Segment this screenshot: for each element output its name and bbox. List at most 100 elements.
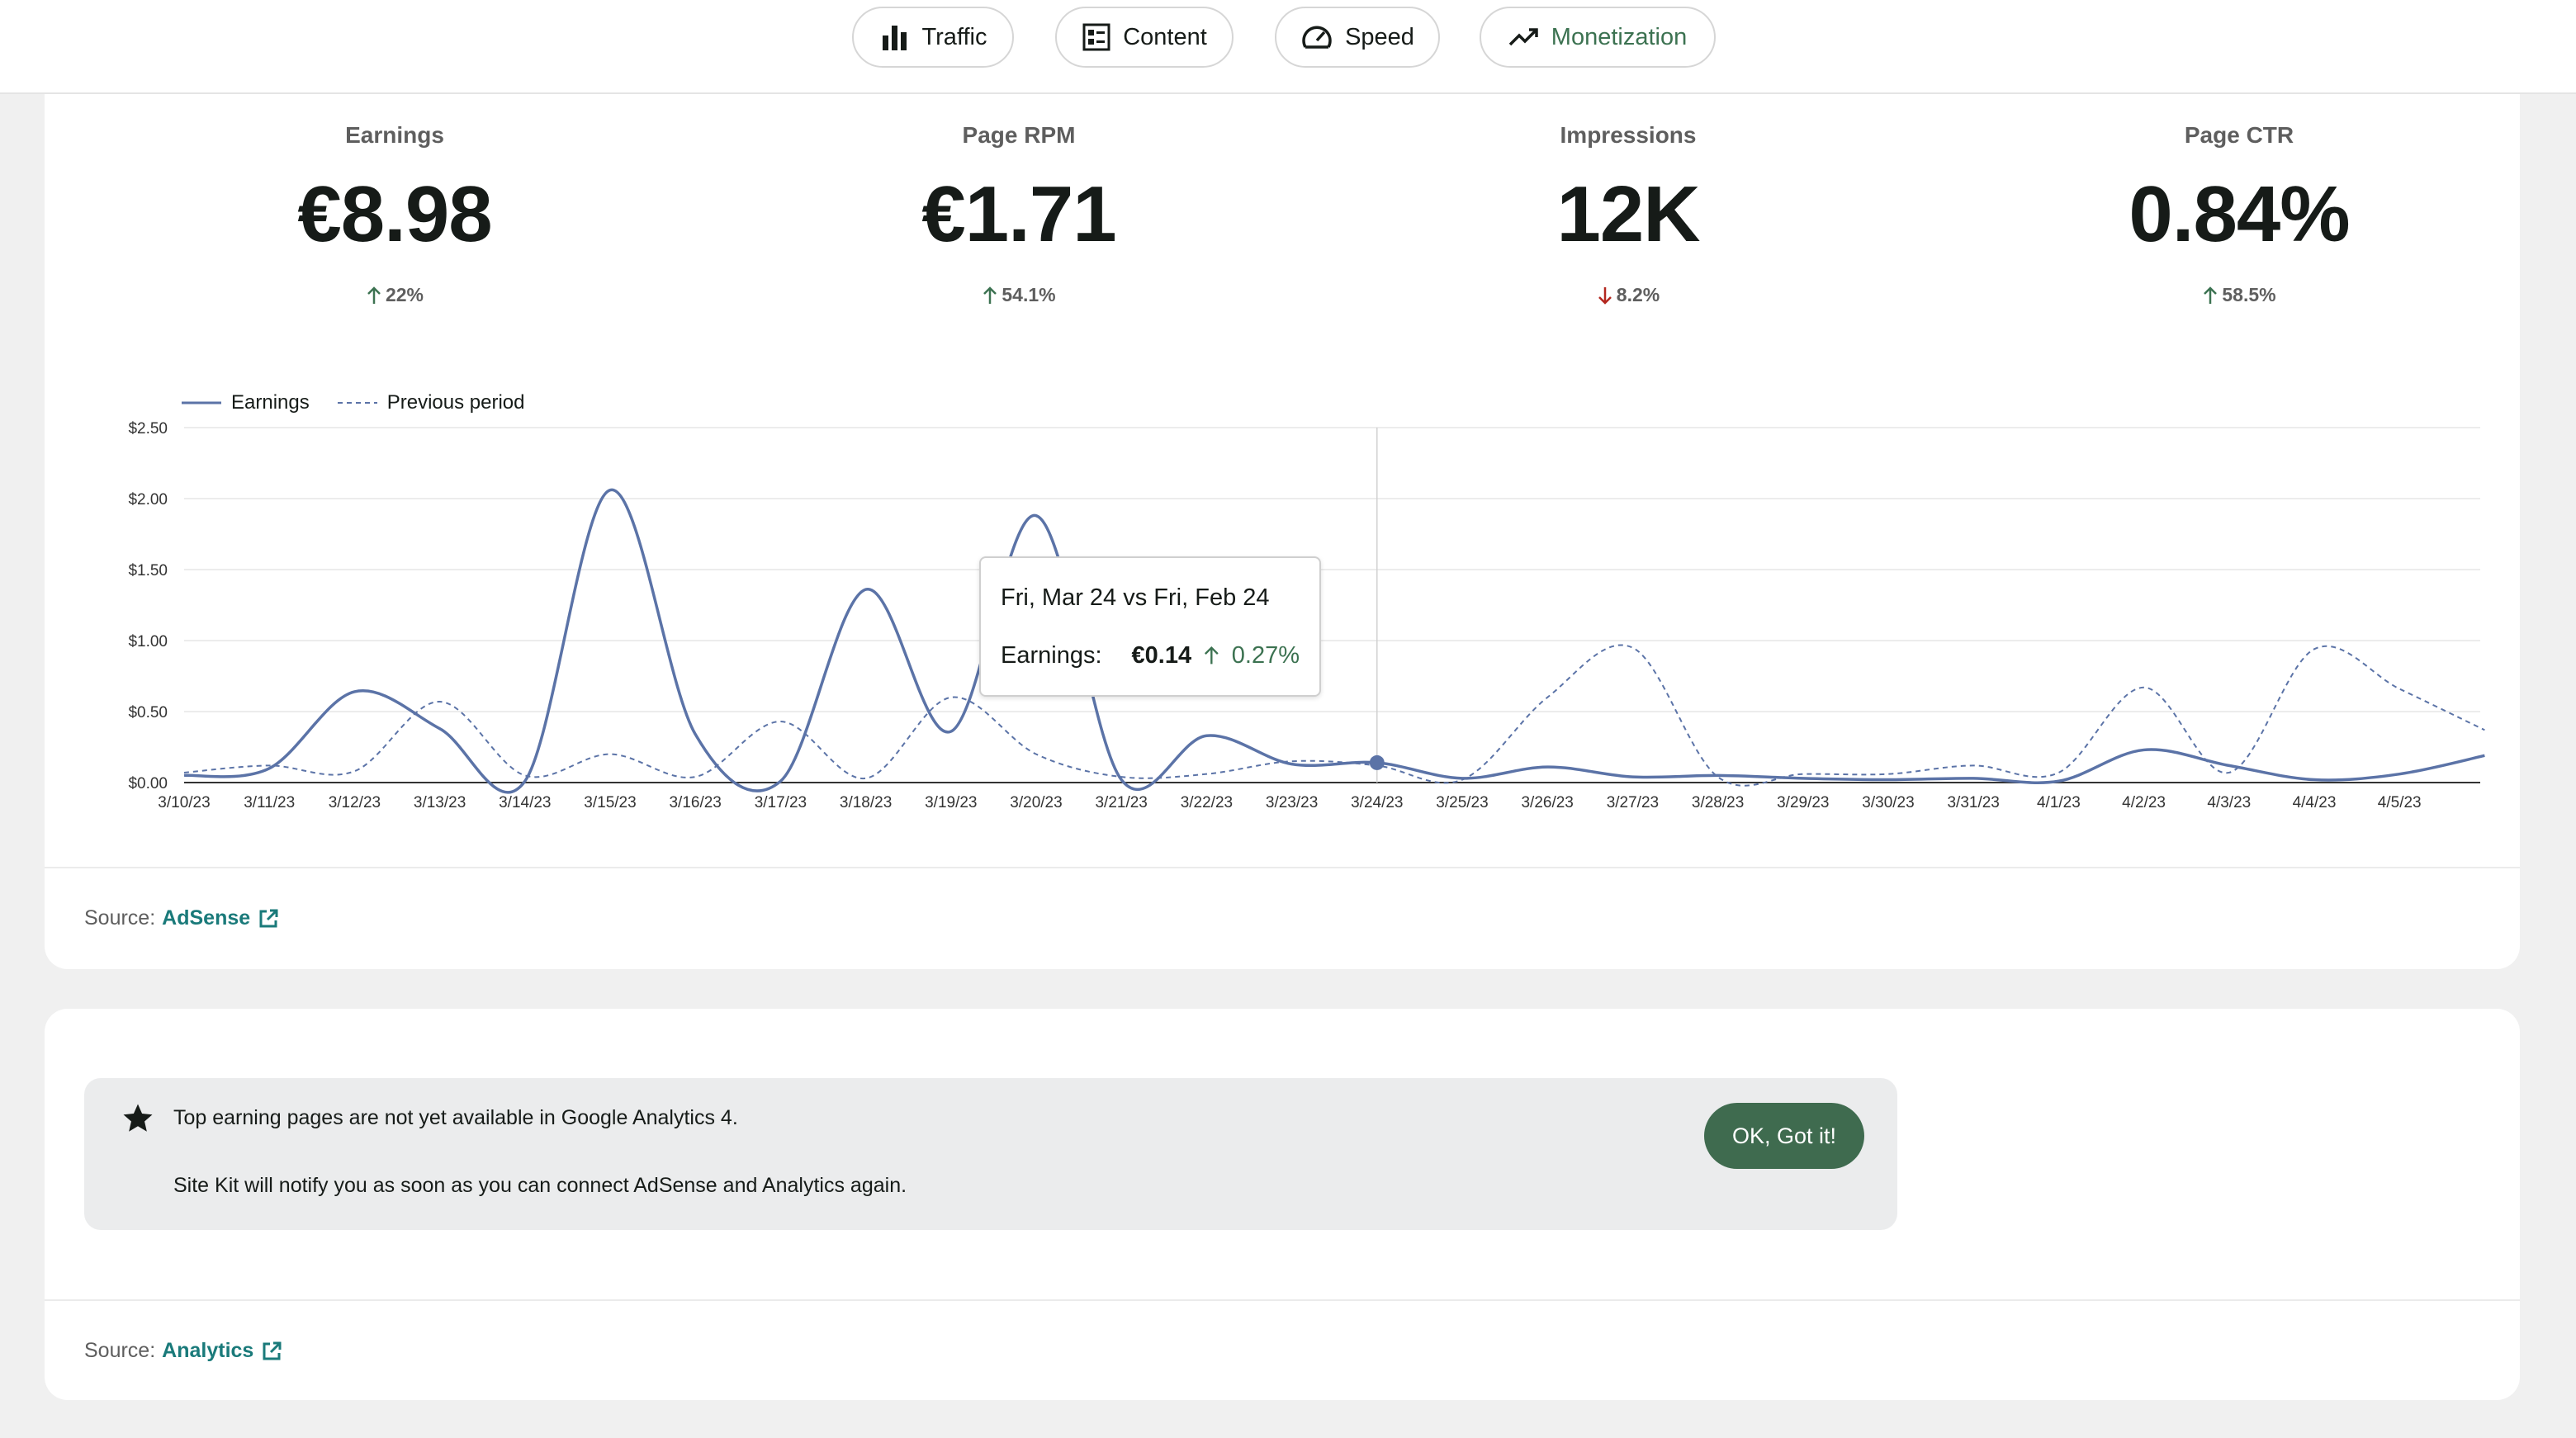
source-link-adsense[interactable]: AdSense bbox=[162, 906, 251, 929]
tab-content-label: Content bbox=[1123, 23, 1207, 50]
chart-tooltip: Fri, Mar 24 vs Fri, Feb 24 Earnings: €0.… bbox=[979, 556, 1321, 697]
tab-speed-label: Speed bbox=[1345, 23, 1414, 50]
metric-value: €8.98 bbox=[297, 170, 492, 258]
arrow-up-icon bbox=[1205, 646, 1219, 665]
x-tick-label: 3/12/23 bbox=[329, 794, 381, 811]
x-tick-label: 3/30/23 bbox=[1862, 794, 1914, 811]
legend-item-earnings: Earnings bbox=[231, 391, 310, 414]
x-tick-label: 3/22/23 bbox=[1181, 794, 1233, 811]
metric-label: Page RPM bbox=[962, 122, 1076, 148]
arrow-up-icon bbox=[367, 286, 381, 304]
x-tick-label: 3/18/23 bbox=[840, 794, 892, 811]
x-tick-label: 4/3/23 bbox=[2207, 794, 2251, 811]
metric-change: 54.1% bbox=[705, 284, 1333, 306]
ok-got-it-button[interactable]: OK, Got it! bbox=[1704, 1103, 1864, 1169]
tab-monetization[interactable]: Monetization bbox=[1480, 7, 1716, 68]
tooltip-change: 0.27% bbox=[1231, 641, 1300, 669]
notice-message: Top earning pages are not yet available … bbox=[173, 1106, 738, 1129]
chart-legend: Earnings Previous period bbox=[182, 391, 525, 414]
x-tick-label: 3/25/23 bbox=[1436, 794, 1488, 811]
trending-up-icon bbox=[1508, 28, 1538, 46]
metric-earnings: Earnings €8.98 22% bbox=[81, 117, 708, 306]
x-tick-label: 3/17/23 bbox=[755, 794, 807, 811]
tab-traffic-label: Traffic bbox=[921, 23, 987, 50]
metric-change-value: 58.5% bbox=[2222, 284, 2276, 305]
top-earning-pages-card: Top earning pages are not yet available … bbox=[45, 1009, 2520, 1400]
monetization-card: Earnings €8.98 22% Page RPM €1.71 54.1% … bbox=[45, 94, 2520, 969]
x-tick-label: 3/23/23 bbox=[1266, 794, 1318, 811]
legend-item-previous-period: Previous period bbox=[386, 391, 525, 414]
metric-change-value: 8.2% bbox=[1616, 284, 1660, 305]
x-tick-label: 3/16/23 bbox=[669, 794, 721, 811]
metric-change-value: 22% bbox=[385, 284, 424, 305]
tab-traffic[interactable]: Traffic bbox=[852, 7, 1014, 68]
chart-svg: $0.00 $0.50 $1.00 $1.50 $2.00 $2.50 3/10/23 3/1… bbox=[128, 420, 2485, 811]
tooltip-title: Fri, Mar 24 vs Fri, Feb 24 bbox=[1001, 584, 1270, 611]
external-link-icon[interactable] bbox=[260, 1340, 283, 1363]
source-adsense: Source: AdSense bbox=[84, 906, 280, 930]
legend-solid-swatch bbox=[182, 401, 221, 404]
card-divider bbox=[45, 1299, 2520, 1301]
star-icon bbox=[123, 1104, 153, 1132]
y-tick-label: $1.00 bbox=[128, 633, 168, 650]
x-tick-label: 3/10/23 bbox=[158, 794, 210, 811]
legend-dashed-swatch bbox=[337, 402, 377, 404]
card-divider bbox=[45, 867, 2520, 868]
source-prefix: Source: bbox=[84, 906, 156, 929]
highlight-point bbox=[1369, 754, 1385, 770]
x-tick-label: 3/31/23 bbox=[1947, 794, 1999, 811]
x-tick-label: 3/28/23 bbox=[1692, 794, 1744, 811]
tab-content[interactable]: Content bbox=[1055, 7, 1234, 68]
content-icon bbox=[1082, 23, 1110, 51]
y-tick-label: $2.00 bbox=[128, 491, 168, 509]
arrow-up-icon bbox=[983, 286, 997, 304]
x-tick-label: 3/29/23 bbox=[1777, 794, 1829, 811]
metric-change: 58.5% bbox=[1925, 284, 2553, 306]
arrow-down-icon bbox=[1598, 286, 1612, 305]
x-tick-label: 4/5/23 bbox=[2378, 794, 2422, 811]
metric-label: Earnings bbox=[345, 122, 444, 148]
metric-value: €1.71 bbox=[921, 170, 1116, 258]
tooltip-row: Earnings: €0.14 0.27% bbox=[1001, 639, 1300, 672]
tooltip-label: Earnings: bbox=[1001, 641, 1102, 669]
notice-detail: Site Kit will notify you as soon as you … bbox=[173, 1174, 907, 1197]
metric-page-ctr: Page CTR 0.84% 58.5% bbox=[1925, 117, 2553, 306]
external-link-icon[interactable] bbox=[257, 907, 280, 930]
metric-impressions: Impressions 12K 8.2% bbox=[1314, 117, 1942, 306]
x-tick-label: 3/20/23 bbox=[1010, 794, 1062, 811]
x-tick-label: 4/2/23 bbox=[2122, 794, 2166, 811]
x-tick-label: 3/26/23 bbox=[1521, 794, 1573, 811]
dashboard-nav: Traffic Content Speed Monetization bbox=[0, 0, 2576, 94]
arrow-up-icon bbox=[2204, 286, 2218, 304]
x-tick-label: 3/19/23 bbox=[925, 794, 977, 811]
y-tick-label: $2.50 bbox=[128, 420, 168, 438]
metric-change: 8.2% bbox=[1314, 284, 1942, 306]
tab-speed[interactable]: Speed bbox=[1275, 7, 1440, 68]
metric-label: Impressions bbox=[1560, 122, 1697, 148]
metric-value: 12K bbox=[1556, 170, 1700, 258]
x-tick-label: 3/21/23 bbox=[1095, 794, 1147, 811]
metric-label: Page CTR bbox=[2184, 122, 2294, 148]
earnings-chart: $0.00 $0.50 $1.00 $1.50 $2.00 $2.50 3/10/23 3/1… bbox=[83, 286, 2493, 830]
series-line-previous-period bbox=[183, 644, 2485, 787]
metric-page-rpm: Page RPM €1.71 54.1% bbox=[705, 117, 1333, 306]
notice-banner: Top earning pages are not yet available … bbox=[84, 1078, 1897, 1230]
metric-change: 22% bbox=[81, 284, 708, 306]
x-tick-label: 3/13/23 bbox=[414, 794, 466, 811]
metric-change-value: 54.1% bbox=[1002, 284, 1056, 305]
y-tick-label: $0.50 bbox=[128, 704, 168, 721]
x-tick-label: 3/24/23 bbox=[1351, 794, 1403, 811]
metric-value: 0.84% bbox=[2129, 170, 2350, 258]
x-tick-label: 3/15/23 bbox=[584, 794, 636, 811]
x-tick-label: 4/1/23 bbox=[2037, 794, 2081, 811]
x-tick-label: 4/4/23 bbox=[2293, 794, 2337, 811]
y-tick-label: $1.50 bbox=[128, 562, 168, 579]
tab-monetization-label: Monetization bbox=[1551, 23, 1688, 50]
tooltip-value: €0.14 bbox=[1131, 641, 1192, 669]
source-link-analytics[interactable]: Analytics bbox=[162, 1339, 254, 1362]
y-tick-label: $0.00 bbox=[128, 775, 168, 792]
source-analytics: Source: Analytics bbox=[84, 1339, 283, 1363]
x-tick-label: 3/11/23 bbox=[244, 794, 295, 811]
x-tick-label: 3/14/23 bbox=[499, 794, 551, 811]
bar-chart-icon bbox=[882, 26, 907, 50]
